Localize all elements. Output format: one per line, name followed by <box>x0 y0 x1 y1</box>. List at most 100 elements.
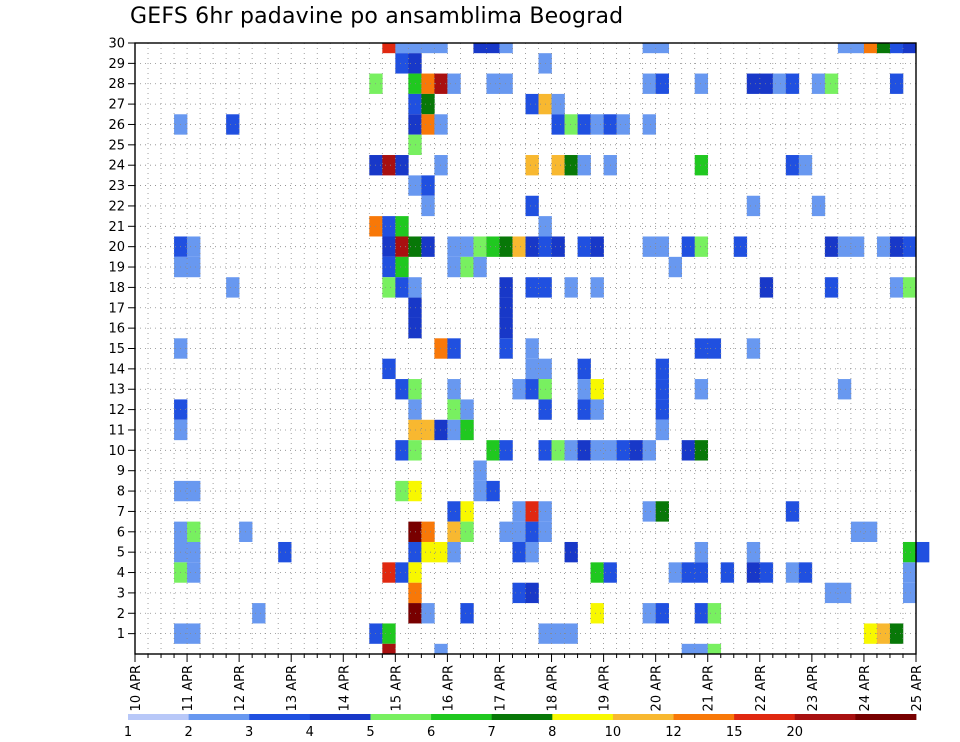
heatmap-cell <box>707 338 722 359</box>
heatmap-cell <box>395 236 409 257</box>
y-tick-label: 15 <box>108 342 125 357</box>
x-tick-label: 12 APR <box>233 665 248 711</box>
heatmap-cell <box>785 73 800 94</box>
heatmap-cell <box>759 73 774 94</box>
heatmap-cell <box>421 114 435 135</box>
heatmap-cell <box>434 73 448 94</box>
heatmap-cell <box>655 236 669 257</box>
y-tick-label: 5 <box>117 546 125 561</box>
heatmap-cell <box>512 501 526 522</box>
heatmap-cell <box>486 236 500 257</box>
x-tick-label: 23 APR <box>806 665 821 711</box>
heatmap-cell <box>655 501 669 522</box>
heatmap-cell <box>525 582 539 604</box>
heatmap-cell <box>707 643 722 654</box>
heatmap-cell <box>863 43 878 54</box>
heatmap-cell <box>694 562 709 583</box>
heatmap-cell <box>395 53 409 74</box>
heatmap-cell <box>460 501 474 522</box>
heatmap-cell <box>447 501 461 522</box>
heatmap-cell <box>642 440 656 461</box>
heatmap-cell <box>590 562 604 583</box>
heatmap-cell <box>525 541 539 563</box>
heatmap-cell <box>642 73 656 94</box>
precipitation-cells <box>174 43 930 654</box>
x-tick-label: 15 APR <box>389 665 404 711</box>
legend-swatch <box>188 714 250 720</box>
legend-swatch <box>734 714 796 720</box>
heatmap-cell <box>447 73 461 94</box>
heatmap-cell <box>655 358 669 380</box>
heatmap-cell <box>590 440 604 461</box>
heatmap-cell <box>512 541 526 563</box>
x-tick-label: 16 APR <box>441 665 456 711</box>
heatmap-cell <box>811 195 826 217</box>
heatmap-cell <box>759 562 774 583</box>
heatmap-cell <box>395 480 409 502</box>
x-tick-label: 10 APR <box>129 665 144 711</box>
heatmap-cell <box>590 603 604 624</box>
heatmap-cell <box>421 603 435 624</box>
heatmap-cell <box>434 43 448 54</box>
heatmap-cell <box>889 623 904 644</box>
heatmap-cell <box>902 562 917 583</box>
heatmap-cell <box>460 256 474 278</box>
heatmap-cell <box>577 114 591 135</box>
heatmap-cell <box>252 603 266 624</box>
heatmap-cell <box>837 236 852 257</box>
y-tick-label: 9 <box>117 464 125 479</box>
heatmap-cell <box>551 114 565 135</box>
heatmap-cell <box>447 541 461 563</box>
y-tick-label: 27 <box>108 98 125 113</box>
heatmap-cell <box>577 440 591 461</box>
x-tick-label: 14 APR <box>337 665 352 711</box>
heatmap-cell <box>746 338 761 359</box>
heatmap-cell <box>850 43 865 54</box>
heatmap-cell <box>499 297 513 318</box>
heatmap-cell <box>525 236 539 257</box>
heatmap-cell <box>811 73 826 94</box>
heatmap-cell <box>421 73 435 94</box>
y-tick-label: 1 <box>117 627 125 642</box>
y-tick-label: 24 <box>108 159 125 174</box>
y-tick-label: 3 <box>117 586 125 601</box>
heatmap-cell <box>382 256 396 278</box>
heatmap-cell <box>525 277 539 298</box>
heatmap-cell <box>382 623 396 644</box>
heatmap-cell <box>876 43 891 54</box>
heatmap-cell <box>382 277 396 298</box>
heatmap-cell <box>421 521 435 542</box>
y-tick-label: 19 <box>108 261 125 276</box>
legend-swatch <box>612 714 674 720</box>
heatmap-cell <box>564 541 578 563</box>
x-tick-label: 11 APR <box>181 665 196 711</box>
heatmap-cell <box>655 43 669 54</box>
heatmap-cell <box>421 43 435 54</box>
heatmap-cell <box>460 419 474 441</box>
legend-swatch <box>491 714 553 720</box>
heatmap-cell <box>447 419 461 441</box>
legend-swatch <box>309 714 371 720</box>
y-tick-label: 14 <box>108 362 125 377</box>
legend-swatch <box>552 714 614 720</box>
heatmap-cell <box>785 562 800 583</box>
legend-label: 2 <box>184 725 192 740</box>
heatmap-cell <box>577 236 591 257</box>
heatmap-cell <box>681 643 696 654</box>
x-tick-label: 24 APR <box>858 665 873 711</box>
heatmap-cell <box>382 216 396 237</box>
y-tick-label: 23 <box>108 179 125 194</box>
heatmap-cell <box>876 236 891 257</box>
heatmap-cell <box>525 379 539 400</box>
heatmap-cell <box>564 155 578 176</box>
heatmap-cell <box>408 43 422 54</box>
heatmap-cell <box>616 114 630 135</box>
x-axis-ticks: 10 APR 11 APR 12 APR 13 APR 14 APR 15 APR 16 A… <box>129 654 925 711</box>
y-tick-label: 8 <box>117 485 125 500</box>
heatmap-cell <box>772 73 787 94</box>
heatmap-cell <box>902 277 917 298</box>
y-tick-label: 26 <box>108 118 125 133</box>
heatmap-cell <box>824 582 839 604</box>
heatmap-cell <box>434 541 448 563</box>
heatmap-cell <box>187 480 201 502</box>
